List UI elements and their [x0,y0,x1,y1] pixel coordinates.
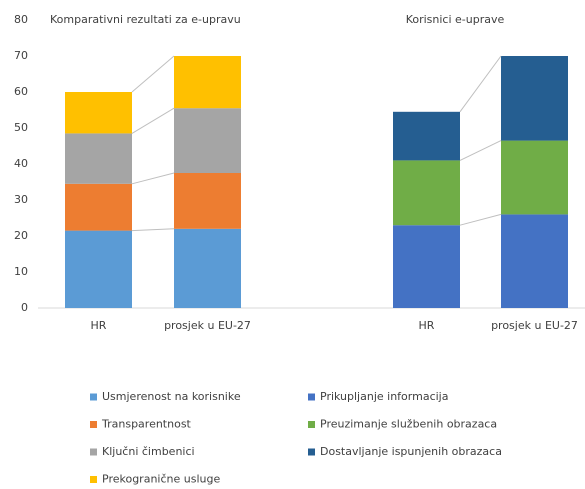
connector-line [131,107,175,134]
bar-segment [65,230,132,308]
y-tick-label: 0 [21,301,28,314]
legend-swatch [90,448,97,456]
legend-swatch [308,393,315,401]
bar-segment [174,108,241,173]
legend-label: Usmjerenost na korisnike [102,390,241,403]
bar-segment [501,56,568,141]
y-tick-label: 70 [14,49,28,62]
y-tick-label: 10 [14,265,28,278]
legend-label: Dostavljanje ispunjenih obrazaca [320,445,502,458]
x-tick-label: prosjek u EU-27 [491,319,578,332]
y-tick-label: 40 [14,157,28,170]
connector-line [459,55,502,113]
legend-swatch [308,448,315,456]
bar-segment [501,214,568,308]
bar-segment [65,92,132,134]
y-tick-label: 20 [14,229,28,242]
x-tick-label: HR [419,319,435,332]
bar-segment [174,56,241,109]
connector-line [131,172,175,185]
bar-segment [393,225,460,308]
connector-line [459,213,502,226]
legend-label: Ključni čimbenici [102,445,195,458]
bar-segment [393,160,460,226]
x-tick-label: HR [91,319,107,332]
legend-swatch [308,421,315,428]
chart-title: Korisnici e-uprave [406,13,505,26]
x-tick-label: prosjek u EU-27 [164,319,251,332]
y-tick-label: 30 [14,193,28,206]
bar-segment [65,133,132,184]
y-tick-label: 50 [14,121,28,134]
connector-line [131,228,175,232]
bar-segment [393,111,460,161]
chart-title: Komparativni rezultati za e-upravu [50,13,241,26]
connector-line [131,55,175,93]
legend-swatch [90,393,97,401]
legend-label: Prikupljanje informacija [320,390,448,403]
y-tick-label: 60 [14,85,28,98]
bar-segment [65,183,132,231]
legend-swatch [90,476,97,483]
bar-segment [501,140,568,215]
legend-swatch [90,421,97,428]
legend-label: Preuzimanje službenih obrazaca [320,418,497,431]
legend-label: Prekogranične usluge [102,473,220,486]
bar-segment [174,173,241,229]
legend-label: Transparentnost [101,418,192,431]
bar-segment [174,228,241,308]
y-tick-label: 80 [14,13,28,26]
connector-line [459,140,502,161]
